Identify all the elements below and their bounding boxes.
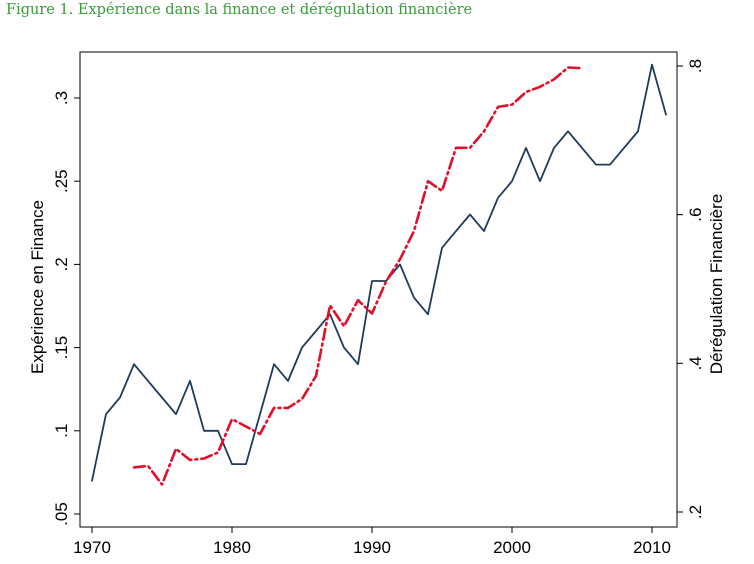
y-right-tick-label: .4 bbox=[686, 356, 705, 370]
y-axis-right: .2 .4 .6 .8 bbox=[677, 59, 705, 519]
series-line-experience bbox=[91, 63, 667, 482]
y-right-tick-label: .2 bbox=[686, 505, 705, 519]
x-tick-label: 1980 bbox=[213, 538, 251, 557]
series-line-deregulation bbox=[132, 66, 584, 486]
y-left-tick-label: .25 bbox=[52, 169, 71, 193]
x-tick-label: 2010 bbox=[633, 538, 671, 557]
y-axis-right-title: Dérégulation Financière bbox=[707, 194, 726, 375]
y-axis-left-title: Expérience en Finance bbox=[28, 200, 47, 374]
plot-area-frame bbox=[79, 51, 678, 528]
y-right-tick-label: .8 bbox=[686, 59, 705, 73]
x-axis: 1970 1980 1990 2000 2010 bbox=[73, 527, 671, 557]
y-left-tick-label: .2 bbox=[52, 257, 71, 271]
y-left-tick-label: .1 bbox=[52, 424, 71, 438]
x-tick-label: 2000 bbox=[493, 538, 531, 557]
figure-caption: Figure 1. Expérience dans la finance et … bbox=[6, 2, 473, 18]
y-axis-left: .05 .1 .15 .2 .25 .3 bbox=[52, 91, 80, 526]
y-left-tick-label: .3 bbox=[52, 91, 71, 105]
series-layer bbox=[91, 63, 667, 486]
x-tick-label: 1990 bbox=[353, 538, 391, 557]
y-right-tick-label: .6 bbox=[686, 208, 705, 222]
y-left-tick-label: .05 bbox=[52, 502, 71, 526]
x-tick-label: 1970 bbox=[73, 538, 111, 557]
y-left-tick-label: .15 bbox=[52, 336, 71, 360]
